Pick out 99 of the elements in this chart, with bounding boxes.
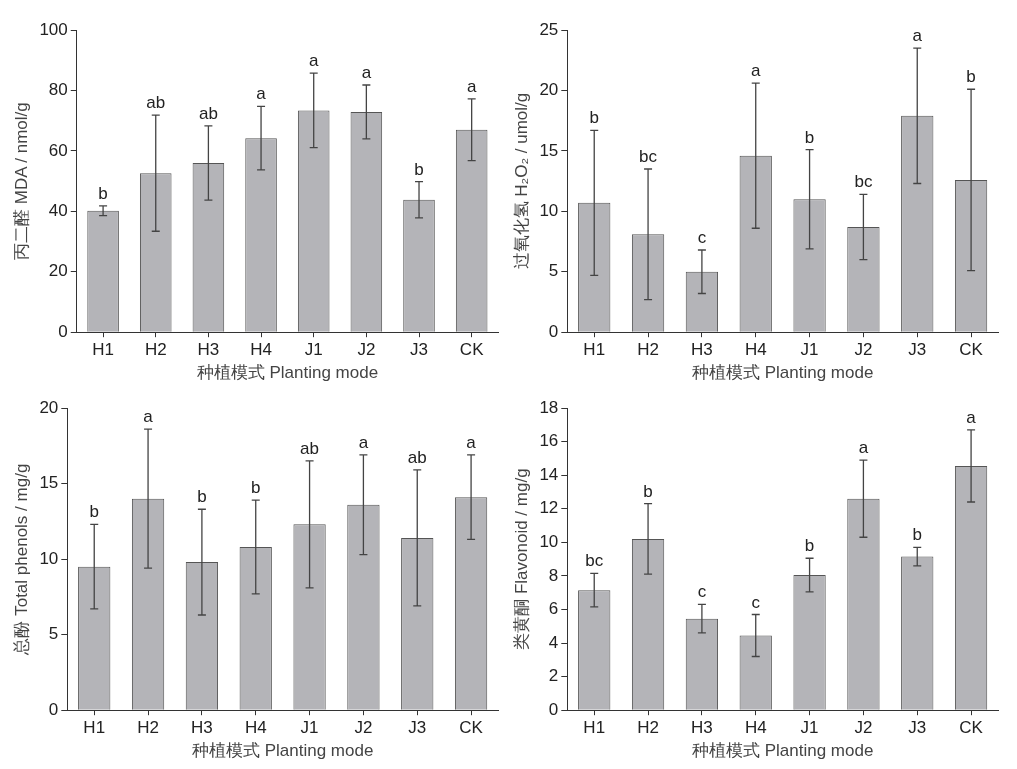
annotation: b [197,487,207,507]
x-tick-label: H4 [250,340,272,360]
x-tick-label: J1 [800,340,819,360]
annotation: bc [854,172,873,192]
annotation: a [466,432,476,452]
x-tick-label: J1 [304,340,323,360]
x-tick-label: CK [459,718,484,738]
y-tick-label: 15 [39,473,59,493]
x-tick-label: J1 [300,718,319,738]
x-tick-label: H3 [191,718,213,738]
y-tick-label: 20 [39,397,59,417]
y-tick-label: 0 [48,699,59,719]
x-tick-label: H1 [583,718,606,738]
x-tick-label: CK [459,340,485,360]
annotation: b [966,67,976,87]
y-tick-label: 0 [548,321,559,341]
x-tick-label: H2 [637,340,659,360]
y-tick-label: 10 [539,532,559,551]
x-tick-label: CK [959,340,984,360]
x-tick-label: H2 [637,718,659,738]
annotation: b [589,108,599,128]
y-tick-label: 8 [548,565,559,585]
y-axis-title: 过氧化氢 H₂O₂ / umol/g [511,92,531,270]
y-tick-label: 5 [48,624,59,644]
y-tick-label: 10 [39,548,59,568]
annotation: c [751,592,760,612]
y-tick-label: 10 [539,201,559,221]
annotation: ab [407,447,427,467]
annotation: a [966,407,976,427]
y-tick-label: 18 [539,397,559,417]
y-tick-label: 15 [539,140,559,160]
x-tick-label: J2 [854,340,873,360]
x-tick-label: J2 [354,718,373,738]
x-axis-title: 种植模式 Planting mode [196,363,379,383]
y-tick-label: 4 [548,632,559,652]
annotation: c [697,582,707,602]
annotation: a [256,84,266,104]
x-tick-label: J3 [410,340,428,360]
x-axis-title: 种植模式 Planting mode [691,741,874,761]
x-tick-label: J2 [357,340,376,360]
annotation: bc [585,551,604,571]
annotation: c [697,228,707,247]
y-tick-label: 6 [548,599,559,619]
annotation: a [358,432,369,452]
y-tick-label: 20 [48,261,68,281]
annotation: ab [300,438,320,458]
x-tick-label: J1 [800,718,819,738]
y-tick-label: 14 [539,464,559,484]
x-tick-label: H1 [583,340,606,360]
y-axis-title: 丙二醛 MDA / nmol/g [11,102,31,260]
x-tick-label: H2 [137,718,159,738]
annotation: ab [198,103,218,123]
x-tick-label: J3 [908,340,927,360]
annotation: a [308,51,319,71]
annotation: a [751,61,761,81]
x-axis-title: 种植模式 Planting mode [191,741,374,761]
annotation: a [466,76,477,96]
x-tick-label: H3 [691,718,713,738]
y-axis-title: 总酚 Total phenols / mg/g [11,463,31,656]
y-tick-label: 0 [548,699,559,719]
y-tick-label: 0 [58,321,68,341]
x-tick-label: J2 [854,718,873,738]
y-tick-label: 80 [48,80,68,100]
annotation: b [98,183,108,203]
y-tick-label: 12 [539,498,559,518]
annotation: bc [639,147,658,166]
x-axis-title: 种植模式 Planting mode [691,363,874,383]
y-tick-label: 40 [48,201,68,221]
y-tick-label: 2 [548,666,559,686]
y-tick-label: 16 [539,431,559,451]
x-tick-label: J3 [408,718,427,738]
annotation: b [912,525,922,545]
x-tick-label: H4 [244,718,267,738]
annotation: b [89,502,99,522]
x-tick-label: J3 [908,718,927,738]
x-tick-label: H4 [744,340,767,360]
x-tick-label: H2 [144,340,167,360]
annotation: a [912,26,922,46]
y-tick-label: 60 [48,140,68,160]
y-tick-label: 25 [539,19,559,39]
annotation: b [804,127,815,147]
annotation: b [251,478,261,498]
annotation: b [414,159,424,179]
x-tick-label: H1 [92,340,114,360]
x-tick-label: H4 [744,718,767,738]
y-tick-label: 20 [539,80,559,100]
annotation: b [643,481,653,501]
y-tick-label: 5 [548,261,559,281]
x-tick-label: H1 [83,718,106,738]
y-axis-title: 类黄酮 Flavonoid / mg/g [511,468,531,650]
annotation: ab [146,93,166,113]
x-tick-label: CK [959,718,984,738]
annotation: a [361,63,372,82]
x-tick-label: H3 [197,340,220,360]
annotation: b [804,536,815,556]
annotation: a [858,438,869,458]
y-tick-label: 100 [39,19,68,39]
x-tick-label: H3 [691,340,713,360]
annotation: a [143,407,153,427]
